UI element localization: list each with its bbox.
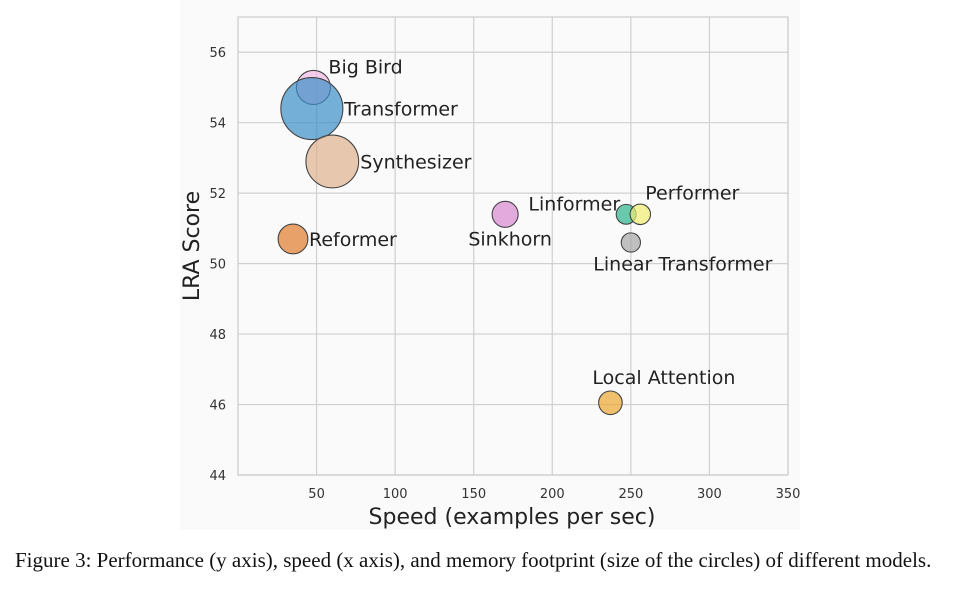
bubble-labels: Big Bird Transformer Synthesizer Reformer Si… [309, 56, 773, 388]
x-tick-label: 350 [776, 487, 801, 502]
bubble-point [280, 77, 344, 141]
bubble-label: Transformer [343, 99, 458, 121]
bubble-point [620, 232, 642, 253]
y-tick-label: 44 [209, 469, 226, 484]
y-tick-label: 56 [209, 46, 226, 61]
bubbles [277, 69, 652, 416]
bubble-label: Linear Transformer [593, 253, 772, 275]
x-tick-label: 200 [540, 487, 565, 502]
bubble-label: Reformer [309, 229, 397, 251]
bubble-label: Linformer [528, 193, 620, 215]
y-tick-label: 52 [209, 187, 226, 202]
y-tick-label: 48 [209, 328, 226, 343]
bubble-label: Performer [645, 182, 739, 204]
scatter-chart: Big Bird Transformer Synthesizer Reformer Si… [180, 0, 801, 530]
bubble-point [277, 223, 309, 255]
x-tick-label: 150 [461, 487, 486, 502]
y-tick-label: 50 [209, 258, 226, 273]
x-tick-label: 100 [383, 487, 408, 502]
y-tick-label: 46 [209, 399, 226, 414]
y-tick-label: 54 [209, 117, 226, 132]
bubble-label: Synthesizer [360, 151, 471, 173]
x-axis-title: Speed (examples per sec) [369, 505, 656, 530]
chart-background [180, 0, 800, 530]
y-axis-title: LRA Score [180, 191, 205, 301]
x-tick-label: 300 [697, 487, 722, 502]
plot-frame [237, 16, 789, 476]
tick-labels: 50 100 150 200 250 300 350 44 46 48 50 52 54 56 [209, 46, 800, 502]
bubble-point [598, 390, 623, 416]
bubble-point [305, 134, 360, 189]
bubble-point [629, 203, 652, 226]
bubble-label: Local Attention [592, 367, 735, 389]
x-tick-label: 50 [308, 487, 325, 502]
bubble-point [491, 200, 519, 228]
figure-caption: Figure 3: Performance (y axis), speed (x… [15, 548, 932, 572]
bubble-label: Big Bird [328, 56, 402, 78]
x-tick-label: 250 [618, 487, 643, 502]
bubble-label: Sinkhorn [468, 228, 552, 250]
